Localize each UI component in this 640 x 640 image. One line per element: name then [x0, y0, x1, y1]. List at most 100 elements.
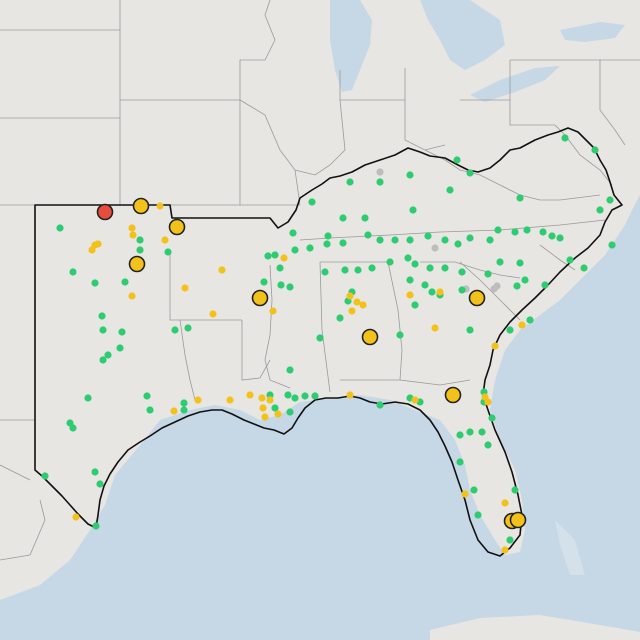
sensor-point-moderate[interactable] [406, 291, 414, 299]
sensor-point-good[interactable] [321, 268, 329, 276]
sensor-point-good[interactable] [121, 278, 129, 286]
sensor-point-good[interactable] [376, 401, 384, 409]
sensor-point-moderate[interactable] [481, 393, 489, 401]
sensor-point-good[interactable] [606, 196, 614, 204]
sensor-point-good[interactable] [511, 228, 519, 236]
sensor-point-moderate[interactable] [209, 310, 217, 318]
sensor-point-good[interactable] [539, 228, 547, 236]
sensor-point-good[interactable] [526, 316, 534, 324]
sensor-point-good[interactable] [441, 264, 449, 272]
city-marker-moderate[interactable] [251, 289, 269, 307]
sensor-point-good[interactable] [486, 236, 494, 244]
sensor-point-moderate[interactable] [156, 202, 164, 210]
sensor-point-good[interactable] [69, 424, 77, 432]
sensor-point-good[interactable] [466, 169, 474, 177]
sensor-point-good[interactable] [446, 186, 454, 194]
sensor-point-good[interactable] [596, 206, 604, 214]
city-marker-moderate[interactable] [361, 328, 379, 346]
sensor-point-moderate[interactable] [359, 301, 367, 309]
sensor-point-good[interactable] [91, 279, 99, 287]
sensor-point-moderate[interactable] [461, 490, 469, 498]
sensor-point-good[interactable] [96, 480, 104, 488]
sensor-point-good[interactable] [143, 392, 151, 400]
sensor-point-good[interactable] [511, 486, 519, 494]
city-marker-moderate[interactable] [509, 511, 527, 529]
sensor-point-good[interactable] [494, 226, 502, 234]
sensor-point-good[interactable] [92, 522, 100, 530]
sensor-point-good[interactable] [341, 266, 349, 274]
sensor-point-good[interactable] [180, 406, 188, 414]
sensor-point-good[interactable] [118, 328, 126, 336]
sensor-point-nodata[interactable] [376, 168, 384, 176]
sensor-point-good[interactable] [271, 404, 279, 412]
sensor-point-good[interactable] [116, 344, 124, 352]
sensor-point-good[interactable] [104, 351, 112, 359]
sensor-point-good[interactable] [308, 198, 316, 206]
sensor-point-good[interactable] [506, 326, 514, 334]
sensor-point-moderate[interactable] [94, 240, 102, 248]
sensor-point-good[interactable] [458, 286, 466, 294]
sensor-point-good[interactable] [291, 246, 299, 254]
sensor-point-good[interactable] [364, 231, 372, 239]
sensor-point-good[interactable] [301, 392, 309, 400]
sensor-point-good[interactable] [521, 276, 529, 284]
sensor-point-good[interactable] [456, 458, 464, 466]
sensor-point-good[interactable] [406, 276, 414, 284]
sensor-point-good[interactable] [391, 236, 399, 244]
sensor-point-moderate[interactable] [226, 396, 234, 404]
sensor-point-good[interactable] [466, 428, 474, 436]
sensor-point-good[interactable] [336, 314, 344, 322]
sensor-point-good[interactable] [470, 486, 478, 494]
sensor-point-moderate[interactable] [491, 342, 499, 350]
city-marker-moderate[interactable] [168, 218, 186, 236]
sensor-point-good[interactable] [513, 282, 521, 290]
sensor-point-good[interactable] [164, 248, 172, 256]
sensor-point-moderate[interactable] [501, 546, 509, 554]
sensor-point-good[interactable] [556, 234, 564, 242]
sensor-point-moderate[interactable] [72, 513, 80, 521]
sensor-point-good[interactable] [99, 326, 107, 334]
sensor-point-good[interactable] [99, 356, 107, 364]
sensor-point-good[interactable] [286, 283, 294, 291]
city-marker-moderate[interactable] [132, 197, 150, 215]
sensor-point-good[interactable] [260, 278, 268, 286]
sensor-point-good[interactable] [306, 244, 314, 252]
sensor-point-good[interactable] [368, 264, 376, 272]
sensor-point-good[interactable] [180, 399, 188, 407]
sensor-point-good[interactable] [386, 258, 394, 266]
sensor-point-good[interactable] [456, 431, 464, 439]
sensor-point-moderate[interactable] [266, 396, 274, 404]
sensor-point-moderate[interactable] [348, 307, 356, 315]
sensor-point-good[interactable] [453, 156, 461, 164]
sensor-point-good[interactable] [608, 241, 616, 249]
sensor-point-moderate[interactable] [259, 404, 267, 412]
sensor-point-moderate[interactable] [218, 266, 226, 274]
sensor-point-good[interactable] [591, 146, 599, 154]
sensor-point-good[interactable] [404, 254, 412, 262]
sensor-point-good[interactable] [541, 281, 549, 289]
sensor-point-good[interactable] [41, 472, 49, 480]
sensor-point-good[interactable] [346, 178, 354, 186]
sensor-point-good[interactable] [361, 214, 369, 222]
sensor-point-good[interactable] [376, 178, 384, 186]
sensor-point-moderate[interactable] [411, 396, 419, 404]
sensor-point-good[interactable] [466, 326, 474, 334]
sensor-point-good[interactable] [286, 408, 294, 416]
sensor-point-good[interactable] [406, 171, 414, 179]
sensor-point-good[interactable] [411, 301, 419, 309]
sensor-point-good[interactable] [69, 268, 77, 276]
sensor-point-moderate[interactable] [128, 224, 136, 232]
sensor-point-moderate[interactable] [280, 254, 288, 262]
sensor-point-moderate[interactable] [128, 292, 136, 300]
sensor-point-good[interactable] [354, 266, 362, 274]
sensor-point-moderate[interactable] [274, 410, 282, 418]
sensor-point-moderate[interactable] [436, 288, 444, 296]
sensor-point-moderate[interactable] [194, 396, 202, 404]
sensor-point-good[interactable] [458, 268, 466, 276]
sensor-point-good[interactable] [516, 194, 524, 202]
sensor-point-moderate[interactable] [346, 391, 354, 399]
sensor-point-good[interactable] [409, 206, 417, 214]
sensor-point-good[interactable] [339, 214, 347, 222]
sensor-point-good[interactable] [426, 264, 434, 272]
